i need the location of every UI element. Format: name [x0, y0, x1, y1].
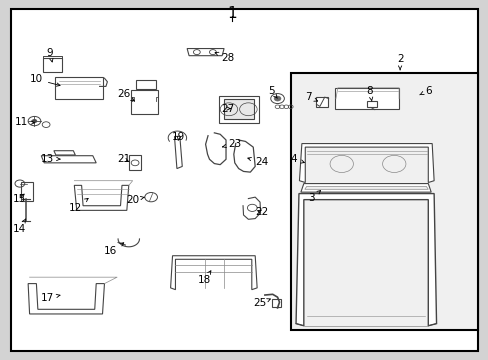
Polygon shape [300, 184, 430, 192]
Circle shape [32, 119, 37, 123]
Bar [21, 182, 32, 201]
Text: 6: 6 [419, 86, 431, 96]
Text: 25: 25 [253, 298, 270, 308]
Text: 7: 7 [305, 92, 317, 102]
Text: 11: 11 [15, 117, 35, 127]
Text: 15: 15 [13, 194, 26, 203]
Text: 23: 23 [222, 139, 241, 149]
Text: 8: 8 [366, 86, 372, 101]
Text: 18: 18 [198, 271, 211, 285]
Text: 21: 21 [117, 154, 130, 164]
Text: 12: 12 [68, 198, 88, 213]
Polygon shape [41, 156, 96, 163]
Bar [223, 99, 253, 119]
Polygon shape [290, 73, 477, 330]
Text: 28: 28 [215, 52, 234, 63]
Bar [136, 80, 156, 89]
Text: 3: 3 [307, 190, 320, 203]
Text: 22: 22 [254, 207, 267, 217]
Bar [272, 299, 281, 307]
Text: 20: 20 [126, 195, 144, 204]
Bar [129, 156, 141, 170]
Polygon shape [174, 136, 182, 168]
Text: 26: 26 [117, 89, 134, 101]
Text: 13: 13 [41, 154, 60, 163]
Bar [43, 58, 61, 72]
Text: 19: 19 [172, 132, 185, 142]
Polygon shape [304, 186, 427, 189]
Polygon shape [170, 256, 257, 290]
Polygon shape [28, 284, 104, 314]
Polygon shape [74, 185, 128, 210]
Polygon shape [54, 151, 75, 155]
Polygon shape [187, 49, 224, 56]
Text: 2: 2 [396, 54, 403, 70]
Polygon shape [295, 194, 436, 326]
Bar [55, 77, 103, 99]
Text: 9: 9 [46, 48, 53, 62]
Text: 10: 10 [30, 74, 60, 86]
Bar [218, 96, 258, 123]
Text: 4: 4 [290, 154, 304, 164]
Bar [316, 97, 328, 108]
Bar [131, 90, 158, 114]
Text: 5: 5 [267, 86, 277, 98]
Text: 16: 16 [104, 243, 123, 256]
Polygon shape [11, 9, 477, 351]
Text: 14: 14 [13, 219, 26, 234]
Text: 27: 27 [221, 104, 234, 113]
Text: 17: 17 [41, 293, 60, 303]
Text: 1: 1 [227, 6, 237, 21]
Text: 24: 24 [247, 157, 267, 167]
Bar [335, 88, 398, 109]
Polygon shape [299, 144, 433, 183]
Bar [366, 101, 376, 108]
Circle shape [274, 96, 281, 101]
